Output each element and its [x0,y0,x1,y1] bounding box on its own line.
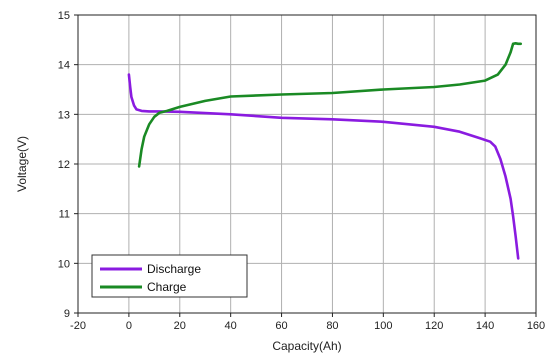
x-tick-label: 100 [374,320,392,332]
y-tick-label: 13 [58,109,70,121]
y-tick-label: 14 [58,60,70,72]
series-line-charge [137,42,522,168]
x-tick-label: 0 [126,320,132,332]
legend: Discharge Charge [91,254,248,298]
x-axis-title: Capacity(Ah) [272,339,341,353]
x-tick-label: 120 [425,320,443,332]
y-axis-title: Voltage(V) [15,136,29,192]
x-tick-label: 40 [225,320,237,332]
x-tick-label: -20 [70,320,86,332]
y-tick-label: 15 [58,10,70,22]
axis-ticks: -20 0 20 40 60 80 100 120 140 160 9 10 11 12 13 14 15 [58,10,545,332]
x-tick-label: 140 [476,320,494,332]
x-tick-label: 20 [174,320,186,332]
series-lines [127,42,522,260]
legend-label-charge: Charge [147,280,187,294]
y-tick-label: 10 [58,258,70,270]
y-tick-label: 11 [59,209,70,221]
x-tick-label: 160 [527,320,545,332]
series-line-discharge [127,73,520,260]
x-tick-label: 60 [275,320,287,332]
y-tick-label: 12 [58,159,70,171]
legend-box [91,254,248,298]
x-tick-label: 80 [326,320,338,332]
legend-label-discharge: Discharge [147,262,201,276]
y-tick-label: 9 [64,308,70,320]
